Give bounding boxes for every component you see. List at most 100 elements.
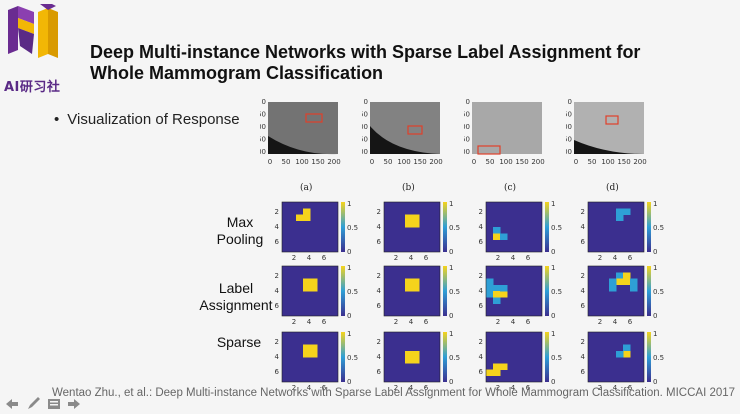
heatmap-frame (587, 201, 645, 253)
mammogram-image: 050100150200050100150200 (464, 98, 545, 166)
x-tick-label: 4 (511, 254, 516, 262)
x-tick-label: 50 (588, 158, 597, 166)
row-label-line: Label (218, 280, 254, 296)
colorbar (647, 266, 651, 316)
colorbar-tick-label: 0.5 (551, 224, 562, 232)
heatmap-cell (493, 363, 501, 370)
x-tick-label: 100 (601, 158, 614, 166)
x-tick-label: 200 (327, 158, 340, 166)
colorbar-tick-label: 1 (653, 264, 657, 272)
x-tick-label: 0 (268, 158, 272, 166)
y-tick-label: 2 (479, 208, 483, 216)
heatmap-cell (623, 208, 631, 215)
x-tick-label: 6 (628, 254, 633, 262)
heatmap-panel: 2 4 6 2 4 6 1 0.5 0 (479, 200, 562, 262)
y-tick-label: 6 (275, 238, 280, 246)
y-tick-label: 6 (581, 238, 586, 246)
colorbar (443, 332, 447, 382)
y-tick-label: 6 (581, 368, 586, 376)
heatmap-cell (405, 214, 413, 222)
breast-tissue (268, 102, 338, 155)
y-tick-label: 4 (581, 353, 586, 361)
heatmap-frame (281, 265, 339, 317)
y-tick-label: 4 (581, 287, 586, 295)
y-tick-label: 150 (260, 136, 266, 144)
x-tick-label: 4 (613, 318, 618, 326)
menu-icon[interactable] (48, 399, 60, 409)
heatmap-frame (383, 331, 441, 383)
x-tick-label: 6 (526, 318, 531, 326)
heatmap-panel: 2 4 6 2 4 6 1 0.5 0 (581, 200, 664, 262)
x-tick-label: 4 (409, 384, 414, 392)
heatmap-cell (630, 284, 638, 292)
heatmap-cell (500, 363, 508, 370)
prev-arrow-icon[interactable] (6, 399, 18, 409)
heatmap-panel: 2 4 6 2 4 6 1 0.5 0 (377, 264, 460, 326)
colorbar-tick-label: 0 (551, 378, 555, 386)
x-tick-label: 100 (499, 158, 512, 166)
heatmap-cell (493, 291, 501, 298)
heatmap-cell (310, 284, 318, 292)
heatmap-frame (587, 265, 645, 317)
x-tick-label: 2 (292, 384, 296, 392)
row-label-max-pooling: Max Pooling (210, 214, 270, 248)
y-tick-label: 150 (566, 136, 572, 144)
x-tick-label: 150 (311, 158, 324, 166)
y-tick-label: 6 (377, 368, 382, 376)
x-tick-label: 6 (322, 254, 327, 262)
x-tick-label: 0 (472, 158, 476, 166)
heatmap-cell (630, 278, 638, 286)
colorbar-tick-label: 1 (347, 264, 351, 272)
heatmap-cell (609, 278, 617, 286)
colorbar-tick-label: 0.5 (653, 354, 664, 362)
x-tick-label: 2 (394, 384, 398, 392)
x-tick-label: 50 (486, 158, 495, 166)
x-tick-label: 150 (413, 158, 426, 166)
row-label-label-assignment: Label Assignment (196, 280, 276, 314)
x-tick-label: 50 (282, 158, 291, 166)
x-tick-label: 50 (384, 158, 393, 166)
heatmap-cell (405, 357, 413, 364)
colorbar-tick-label: 0.5 (449, 354, 460, 362)
colorbar-tick-label: 0.5 (449, 288, 460, 296)
y-tick-label: 200 (566, 148, 572, 156)
y-tick-label: 100 (566, 123, 572, 131)
colorbar-tick-label: 1 (449, 330, 453, 338)
heatmap-cell (500, 233, 508, 240)
heatmap-cell (616, 214, 624, 222)
x-tick-label: 100 (397, 158, 410, 166)
y-tick-label: 50 (464, 111, 470, 119)
heatmap-cell (303, 214, 311, 222)
colorbar-tick-label: 0 (449, 378, 453, 386)
y-tick-label: 200 (464, 148, 470, 156)
x-tick-label: 4 (613, 384, 618, 392)
bullet-point: • Visualization of Response (54, 111, 240, 128)
slide-title: Deep Multi-instance Networks with Sparse… (90, 42, 710, 84)
y-tick-label: 6 (479, 368, 484, 376)
x-tick-label: 100 (295, 158, 308, 166)
y-tick-label: 2 (581, 272, 585, 280)
x-tick-label: 4 (511, 318, 516, 326)
heatmap-cell (493, 227, 501, 234)
heatmap-cell (405, 350, 413, 358)
x-tick-label: 4 (307, 254, 312, 262)
x-tick-label: 2 (292, 254, 296, 262)
x-tick-label: 4 (307, 384, 312, 392)
next-arrow-icon[interactable] (68, 399, 80, 409)
colorbar-tick-label: 0 (653, 312, 657, 320)
breast-tissue (574, 102, 644, 154)
colorbar (545, 266, 549, 316)
bullet-text: Visualization of Response (67, 111, 240, 128)
heatmap-cell (500, 284, 508, 292)
colorbar-tick-label: 0 (347, 378, 351, 386)
y-tick-label: 6 (479, 302, 484, 310)
colorbar-tick-label: 0 (347, 248, 351, 256)
heatmap-cell (493, 369, 501, 377)
colorbar (545, 332, 549, 382)
colorbar (341, 266, 345, 316)
x-tick-label: 0 (574, 158, 578, 166)
pen-icon[interactable] (28, 397, 40, 409)
colorbar-tick-label: 1 (449, 200, 453, 208)
row-label-sparse: Sparse (208, 334, 270, 351)
y-tick-label: 100 (260, 123, 266, 131)
